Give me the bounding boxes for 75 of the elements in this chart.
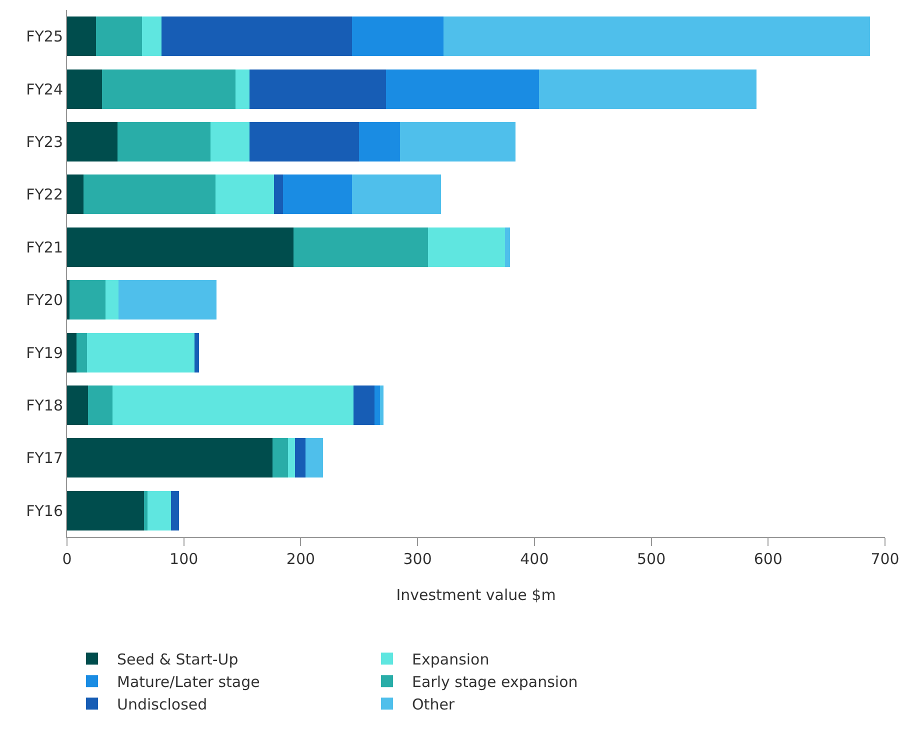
bar — [428, 227, 506, 267]
bar — [210, 122, 250, 162]
bar — [102, 69, 236, 109]
y-tick-label: FY24 — [26, 80, 63, 98]
legend-label: Mature/Later stage — [117, 673, 260, 691]
bar — [539, 69, 756, 109]
y-tick-label: FY21 — [26, 238, 63, 256]
bar — [67, 174, 84, 214]
bar — [112, 385, 354, 426]
y-tick-label: FY22 — [26, 186, 63, 204]
x-tick-label: 600 — [754, 550, 782, 568]
bar — [443, 16, 870, 56]
bar — [69, 280, 106, 320]
bar — [380, 385, 384, 426]
y-tick-label: FY25 — [26, 28, 63, 46]
bar — [305, 438, 323, 478]
bar — [83, 174, 216, 214]
bar — [67, 16, 96, 56]
x-tick-label: 700 — [870, 550, 900, 568]
bar — [106, 280, 118, 320]
x-tick-label: 200 — [286, 550, 316, 568]
bar — [67, 227, 294, 267]
bar — [235, 69, 250, 109]
bar — [148, 490, 171, 530]
bar — [359, 122, 400, 162]
bar — [194, 332, 200, 372]
legend-label: Seed & Start-Up — [117, 650, 238, 668]
x-tick-label: 500 — [636, 550, 666, 568]
bar — [67, 490, 144, 530]
bar — [117, 122, 211, 162]
bar — [400, 122, 516, 162]
y-tick-label: FY20 — [26, 291, 63, 310]
bar — [118, 280, 217, 320]
bar — [162, 16, 352, 56]
bar — [215, 174, 274, 214]
bar — [352, 16, 444, 56]
bar — [386, 69, 540, 109]
x-tick-label: 300 — [403, 550, 432, 568]
x-tick-label: 0 — [62, 550, 72, 568]
legend-label: Expansion — [412, 650, 490, 668]
bar — [505, 227, 510, 267]
bar — [96, 16, 142, 56]
x-axis-title: Investment value $m — [396, 586, 556, 604]
y-tick-label: FY18 — [26, 396, 63, 414]
bar — [144, 490, 148, 530]
y-tick-label: FY16 — [26, 502, 63, 520]
bar — [294, 438, 306, 478]
bar — [67, 69, 102, 109]
y-tick-label: FY17 — [26, 449, 63, 468]
bar — [249, 122, 360, 162]
bar — [86, 332, 194, 372]
bar — [67, 385, 88, 426]
bar — [88, 385, 113, 426]
x-tick-label: 400 — [520, 550, 549, 568]
bar — [249, 69, 386, 109]
bar — [288, 438, 295, 478]
bar — [67, 332, 76, 372]
bar — [352, 174, 441, 214]
legend-label: Early stage expansion — [412, 673, 578, 691]
y-tick-label: FY19 — [26, 344, 63, 362]
bar — [67, 438, 273, 478]
bar — [272, 438, 288, 478]
bar — [374, 385, 380, 426]
bar — [353, 385, 374, 426]
legend-label: Other — [412, 696, 456, 714]
bar — [274, 174, 284, 214]
y-tick-label: FY23 — [26, 133, 63, 151]
bar — [76, 332, 87, 372]
x-tick-label: 100 — [170, 550, 198, 568]
legend-label: Undisclosed — [117, 696, 208, 714]
bar — [67, 122, 118, 162]
bar — [171, 490, 180, 530]
bar — [283, 174, 352, 214]
bar — [142, 16, 162, 56]
bar — [294, 227, 428, 267]
